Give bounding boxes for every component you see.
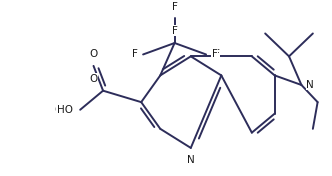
Text: F: F (212, 49, 218, 59)
Text: F: F (172, 26, 178, 36)
Text: HO: HO (56, 105, 73, 115)
Text: N: N (306, 80, 314, 90)
Text: N: N (187, 156, 195, 166)
Text: F: F (172, 2, 178, 12)
Text: N: N (187, 155, 195, 165)
Text: F: F (131, 49, 137, 59)
Text: OH: OH (55, 105, 71, 115)
Text: F: F (214, 49, 219, 59)
Text: F: F (129, 49, 135, 59)
Text: O: O (89, 74, 98, 84)
Text: O: O (89, 49, 98, 59)
Text: N: N (307, 80, 315, 90)
